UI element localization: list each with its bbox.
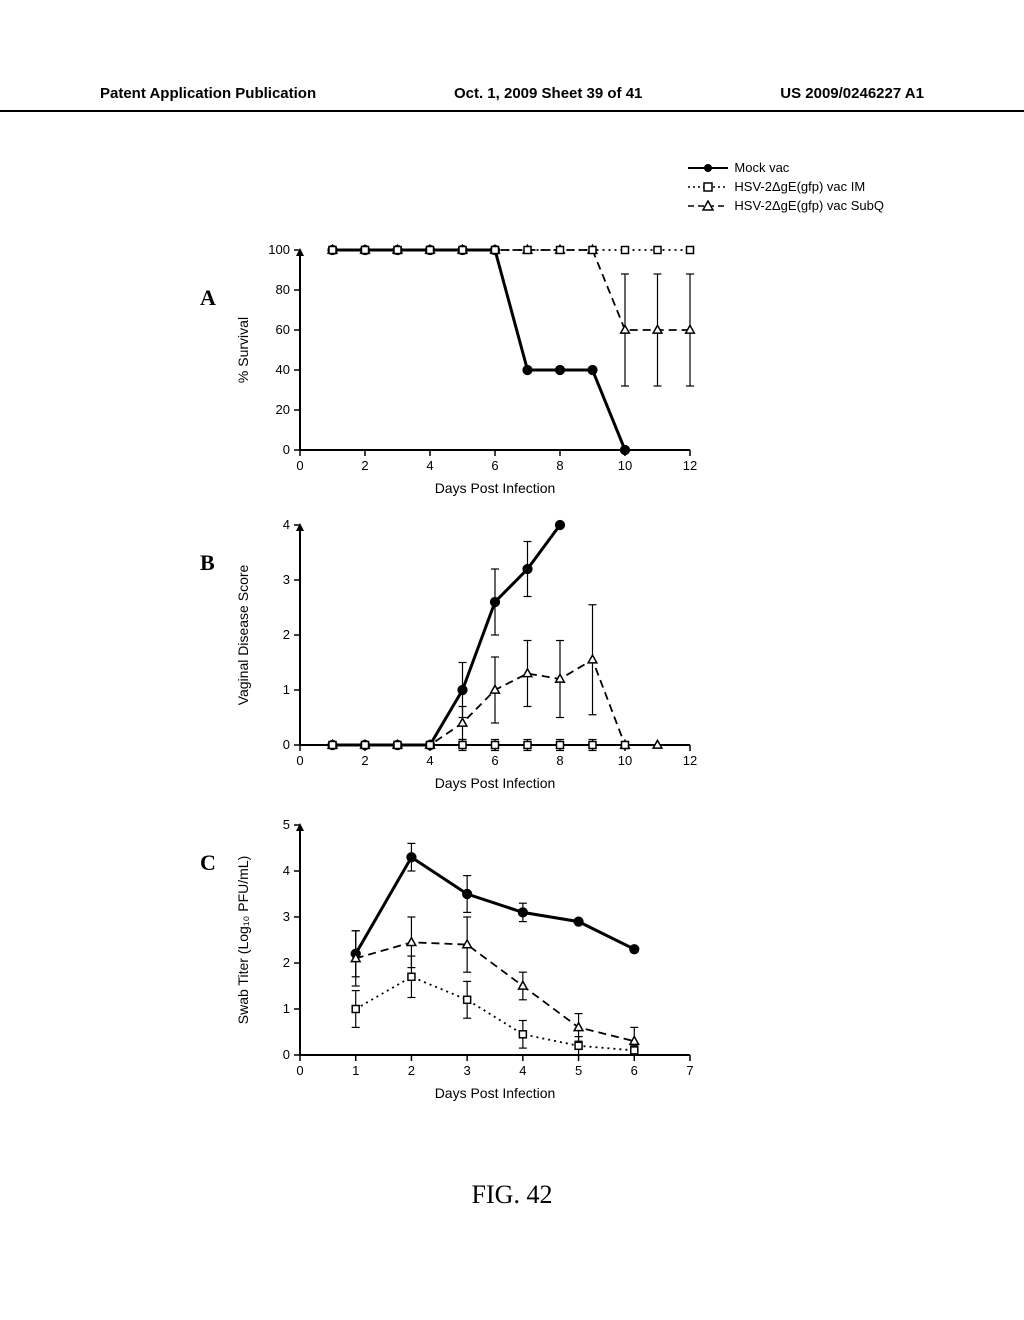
chart-b: 02468101201234Days Post InfectionVaginal…	[230, 510, 710, 800]
svg-text:80: 80	[276, 282, 290, 297]
legend-label: HSV-2ΔgE(gfp) vac IM	[734, 179, 865, 194]
svg-text:5: 5	[575, 1063, 582, 1078]
svg-text:12: 12	[683, 458, 697, 473]
panel-c-label: C	[200, 850, 216, 876]
header-center: Oct. 1, 2009 Sheet 39 of 41	[454, 85, 642, 102]
svg-text:Days Post Infection: Days Post Infection	[435, 1085, 556, 1101]
legend-item-im: HSV-2ΔgE(gfp) vac IM	[688, 179, 884, 194]
chart-b-svg: 02468101201234Days Post InfectionVaginal…	[230, 510, 710, 800]
svg-text:1: 1	[283, 682, 290, 697]
svg-text:2: 2	[361, 458, 368, 473]
svg-text:% Survival: % Survival	[235, 317, 251, 383]
svg-text:6: 6	[491, 458, 498, 473]
svg-text:0: 0	[296, 458, 303, 473]
svg-text:6: 6	[491, 753, 498, 768]
svg-text:4: 4	[283, 863, 290, 878]
svg-text:60: 60	[276, 322, 290, 337]
svg-text:6: 6	[631, 1063, 638, 1078]
legend-item-subq: HSV-2ΔgE(gfp) vac SubQ	[688, 198, 884, 213]
svg-text:0: 0	[283, 1047, 290, 1062]
chart-a-svg: 0 2 4 6 8 10 12 0 20 40 60 80 100 Days Post Infection…	[230, 235, 710, 505]
legend-label: HSV-2ΔgE(gfp) vac SubQ	[734, 198, 884, 213]
svg-text:4: 4	[426, 458, 433, 473]
svg-text:5: 5	[283, 817, 290, 832]
svg-text:1: 1	[352, 1063, 359, 1078]
svg-text:0: 0	[283, 442, 290, 457]
svg-text:Days Post Infection: Days Post Infection	[435, 480, 556, 496]
header-right: US 2009/0246227 A1	[780, 85, 924, 102]
svg-text:0: 0	[283, 737, 290, 752]
legend-item-mock: Mock vac	[688, 160, 884, 175]
svg-text:8: 8	[556, 458, 563, 473]
open-square-icon	[688, 181, 728, 193]
svg-text:100: 100	[268, 242, 290, 257]
svg-text:4: 4	[426, 753, 433, 768]
svg-text:Vaginal Disease Score: Vaginal Disease Score	[235, 564, 251, 705]
panel-a-label: A	[200, 285, 216, 311]
svg-text:4: 4	[519, 1063, 526, 1078]
svg-text:2: 2	[361, 753, 368, 768]
svg-text:8: 8	[556, 753, 563, 768]
page-header: Patent Application Publication Oct. 1, 2…	[0, 85, 1024, 112]
figure-caption: FIG. 42	[0, 1180, 1024, 1210]
svg-text:0: 0	[296, 753, 303, 768]
chart-c-svg: 0 1 2 3 4 5 6 7 0 1 2 3 4 5 Days Post Infection Swab Ti…	[230, 810, 710, 1110]
svg-text:2: 2	[283, 627, 290, 642]
svg-text:20: 20	[276, 402, 290, 417]
svg-text:7: 7	[686, 1063, 693, 1078]
svg-text:3: 3	[464, 1063, 471, 1078]
svg-text:10: 10	[618, 458, 632, 473]
legend-label: Mock vac	[734, 160, 789, 175]
chart-a: 0 2 4 6 8 10 12 0 20 40 60 80 100 Days Post Infection…	[230, 235, 710, 505]
filled-circle-icon	[688, 162, 728, 174]
svg-text:3: 3	[283, 909, 290, 924]
header-left: Patent Application Publication	[100, 85, 316, 102]
svg-text:0: 0	[296, 1063, 303, 1078]
svg-text:Swab Titer (Log₁₀ PFU/mL): Swab Titer (Log₁₀ PFU/mL)	[235, 856, 251, 1024]
chart-c: 0 1 2 3 4 5 6 7 0 1 2 3 4 5 Days Post Infection Swab Ti…	[230, 810, 710, 1110]
svg-text:1: 1	[283, 1001, 290, 1016]
svg-text:3: 3	[283, 572, 290, 587]
open-triangle-icon	[688, 200, 728, 212]
svg-text:12: 12	[683, 753, 697, 768]
svg-text:2: 2	[283, 955, 290, 970]
svg-text:40: 40	[276, 362, 290, 377]
panel-b-label: B	[200, 550, 215, 576]
legend: Mock vac HSV-2ΔgE(gfp) vac IM HSV-2ΔgE(g…	[688, 160, 884, 217]
svg-text:4: 4	[283, 517, 290, 532]
svg-text:2: 2	[408, 1063, 415, 1078]
svg-text:Days Post Infection: Days Post Infection	[435, 775, 556, 791]
svg-text:10: 10	[618, 753, 632, 768]
